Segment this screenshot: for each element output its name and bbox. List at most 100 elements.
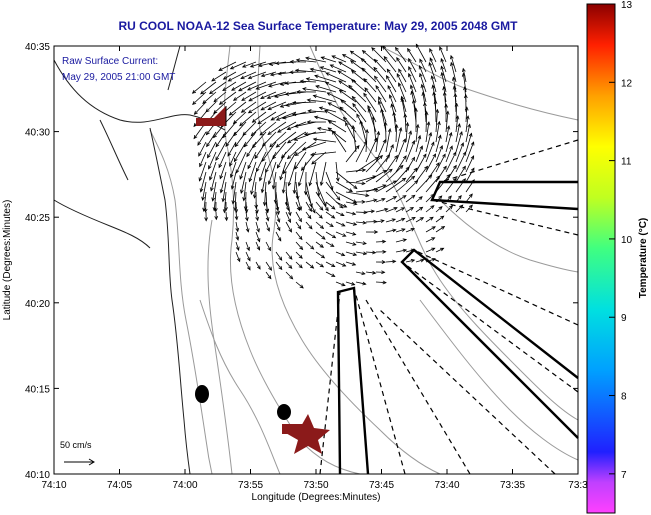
current-vector: [374, 75, 387, 93]
current-vector: [239, 111, 257, 127]
colorbar-tick-label: 12: [621, 78, 633, 89]
current-vector: [405, 207, 415, 213]
current-vector: [425, 153, 436, 173]
current-vector: [405, 180, 419, 193]
current-vector: [415, 153, 427, 173]
current-vector: [239, 161, 247, 180]
current-vector: [385, 259, 397, 264]
current-vector: [419, 58, 427, 73]
current-vector: [345, 221, 358, 226]
current-time: May 29, 2005 21:00 GMT: [62, 72, 175, 83]
current-vector: [269, 131, 287, 148]
map-plot-area: Raw Surface Current: May 29, 2005 21:00 …: [53, 43, 579, 475]
current-vector: [363, 92, 377, 113]
current-vector: [315, 201, 324, 211]
current-vector: [375, 260, 386, 264]
current-vector: [201, 181, 207, 202]
y-tick-label: 40:20: [25, 299, 50, 310]
x-tick-label: 73:3: [568, 480, 588, 491]
colorbar-tick-label: 11: [621, 157, 632, 168]
current-vector: [365, 137, 378, 163]
scale-label: 50 cm/s: [60, 440, 92, 450]
flag-marker: [196, 106, 226, 126]
current-vector: [373, 58, 387, 73]
current-vector: [285, 271, 294, 280]
current-vector: [405, 140, 416, 163]
current-vector: [380, 108, 387, 133]
current-vector: [231, 81, 247, 91]
current-vector: [371, 115, 377, 143]
current-vector: [405, 121, 410, 143]
current-vector: [365, 250, 377, 255]
current-vector: [224, 201, 228, 212]
current-vector: [405, 194, 416, 203]
current-vector: [435, 108, 440, 133]
current-vector: [375, 207, 389, 213]
current-vector: [207, 141, 217, 159]
x-tick-label: 73:50: [303, 480, 328, 491]
current-vector: [320, 56, 337, 63]
current-vector: [235, 221, 240, 233]
y-tick-label: 40:30: [25, 128, 50, 139]
current-vector: [418, 65, 427, 83]
current-vector: [245, 221, 250, 233]
current-vector: [229, 161, 237, 179]
current-vector: [247, 101, 267, 114]
current-vector: [405, 167, 418, 183]
current-vector: [312, 94, 337, 103]
current-vector: [395, 155, 407, 173]
current-vector: [345, 241, 357, 246]
current-vector: [435, 120, 441, 143]
scale-arrow: [64, 458, 95, 466]
current-vector: [388, 94, 397, 113]
current-vector: [465, 141, 475, 163]
current-vector: [345, 191, 370, 198]
current-vector: [262, 181, 267, 207]
current-vector: [375, 249, 387, 254]
current-vector: [375, 154, 391, 173]
colorbar-tick-label: 8: [621, 392, 627, 403]
current-vector: [287, 161, 297, 187]
current-vector: [464, 106, 469, 123]
current-vector: [231, 181, 237, 205]
current-vector: [265, 221, 271, 232]
current-vector: [250, 171, 257, 195]
current-vector: [445, 131, 453, 153]
current-vector: [240, 101, 257, 113]
current-vector: [395, 217, 406, 223]
current-vector: [429, 57, 437, 73]
current-vector: [247, 151, 257, 170]
x-tick-label: 73:45: [369, 480, 394, 491]
current-vector: [218, 91, 237, 105]
current-vector: [270, 111, 287, 121]
current-vector: [191, 81, 207, 94]
current-vector: [275, 251, 283, 261]
current-vector: [465, 132, 473, 153]
current-vector: [315, 221, 325, 230]
current-vector: [465, 167, 475, 183]
current-vector: [235, 251, 241, 263]
current-vector: [355, 241, 367, 245]
current-vector: [295, 211, 302, 223]
current-vector: [310, 151, 337, 157]
current-vector: [342, 116, 357, 133]
current-vector: [450, 54, 457, 73]
current-vector: [203, 201, 208, 213]
current-vector: [385, 228, 397, 233]
current-vector: [395, 166, 410, 183]
current-vector: [355, 251, 368, 256]
current-vector: [415, 165, 429, 183]
current-vector: [465, 123, 471, 143]
current-vector: [299, 79, 317, 84]
current-vector: [335, 281, 346, 287]
current-vector: [364, 87, 377, 103]
current-vector: [415, 206, 424, 213]
current-vector: [295, 281, 304, 289]
x-tick-label: 73:35: [500, 480, 525, 491]
x-axis-ticks: 74:10 74:05 74:00 73:55 73:50 73:45 73:40 73:35…: [41, 46, 588, 491]
current-vector: [455, 151, 467, 173]
current-vector: [213, 201, 218, 213]
current-vector: [219, 171, 227, 194]
current-vector: [395, 195, 407, 203]
current-vector: [305, 77, 327, 83]
